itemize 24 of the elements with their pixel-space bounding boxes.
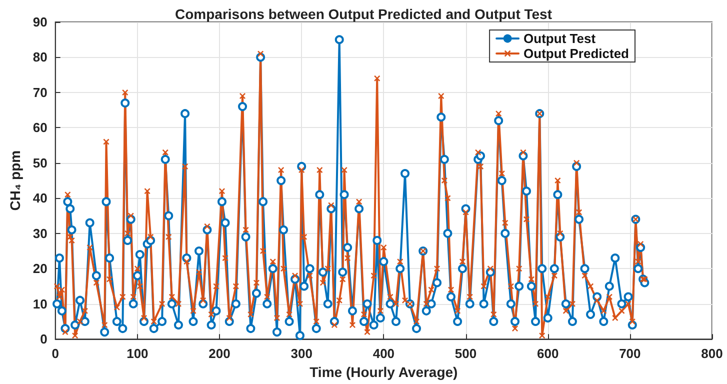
x-tick-label: 800 — [701, 346, 723, 362]
x-axis-title: Time (Hourly Average) — [310, 364, 458, 380]
legend-label: Output Test — [524, 31, 596, 46]
x-tick-label: 600 — [536, 346, 559, 362]
x-tick-label: 200 — [208, 346, 230, 362]
y-tick-label: 20 — [32, 261, 48, 276]
x-tick-label: 300 — [290, 346, 312, 362]
y-axis-title: CH₄ ppm — [7, 150, 23, 211]
y-tick-label: 80 — [32, 50, 48, 65]
x-tick-label: 100 — [126, 346, 148, 362]
legend-label: Output Predicted — [524, 46, 630, 61]
y-tick-label: 30 — [32, 226, 48, 241]
x-tick-label: 500 — [454, 346, 477, 362]
y-tick-label: 10 — [32, 296, 48, 312]
y-tick-label: 70 — [32, 84, 48, 100]
x-tick-label: 0 — [52, 346, 59, 362]
x-tick-label: 400 — [372, 346, 395, 362]
y-tick-label: 60 — [32, 120, 48, 136]
chart-title: Comparisons between Output Predicted and Output Test — [175, 6, 552, 22]
y-tick-label: 40 — [32, 190, 48, 206]
x-tick-label: 700 — [619, 346, 641, 362]
y-tick-label: 50 — [32, 155, 48, 170]
y-tick-label: 0 — [40, 332, 48, 347]
y-tick-label: 90 — [32, 14, 48, 30]
